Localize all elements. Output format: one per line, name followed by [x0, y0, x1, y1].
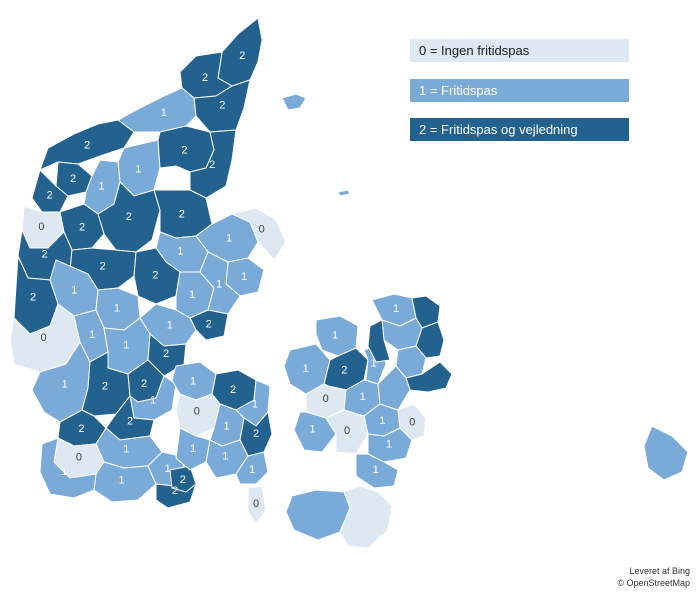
region-value-label: 2 [202, 72, 208, 84]
region-value-label: 2 [30, 292, 36, 304]
region-value-label: 0 [76, 452, 82, 464]
island-laesoe [281, 93, 307, 111]
region-value-label: 1 [216, 279, 222, 291]
region-value-label: 1 [167, 319, 173, 331]
region-value-label: 1 [379, 415, 385, 427]
region-value-label: 2 [100, 260, 106, 272]
region-value-label: 0 [41, 332, 47, 344]
region-stevns [397, 403, 427, 441]
region-value-label: 1 [89, 329, 95, 341]
region-value-label: 1 [303, 363, 309, 375]
region-value-label: 1 [118, 475, 124, 487]
region-value-label: 2 [102, 381, 108, 393]
region-value-label: 2 [206, 319, 212, 331]
region-value-label: 1 [177, 245, 183, 257]
region-value-label: 1 [123, 443, 129, 455]
region-value-label: 1 [161, 107, 167, 119]
region-value-label: 1 [135, 163, 141, 175]
region-copenhagen [405, 361, 453, 393]
region-value-label: 2 [239, 50, 245, 62]
region-value-label: 2 [219, 100, 225, 112]
region-value-label: 1 [249, 464, 255, 476]
region-frederikssund [367, 319, 391, 363]
region-value-label: 1 [310, 424, 316, 436]
region-value-label: 1 [332, 330, 338, 342]
region-jammerbugt [117, 87, 197, 133]
region-svendborg [235, 451, 269, 485]
region-value-label: 1 [386, 439, 392, 451]
region-value-label: 0 [259, 224, 265, 236]
region-greve [377, 365, 411, 411]
region-value-label: 2 [79, 222, 85, 234]
region-odder [199, 251, 241, 315]
region-value-label: 2 [230, 384, 236, 396]
legend-item-0: 0 = Ingen fritidspas [410, 39, 629, 62]
region-value-label: 1 [393, 303, 399, 315]
region-value-label: 2 [47, 190, 53, 202]
region-value-label: 1 [98, 181, 104, 193]
region-value-label: 1 [114, 303, 120, 315]
region-value-label: 2 [180, 474, 186, 486]
region-slagelse [293, 411, 337, 453]
region-value-label: 2 [172, 485, 178, 497]
region-value-label: 2 [141, 378, 147, 390]
region-value-label: 1 [71, 285, 77, 297]
region-value-label: 2 [127, 416, 133, 428]
legend-item-1: 1 = Fritidspas [410, 79, 629, 102]
region-value-label: 1 [371, 358, 377, 370]
region-value-label: 1 [189, 289, 195, 301]
region-value-label: 1 [241, 271, 247, 283]
island-anholt [337, 189, 351, 197]
region-value-label: 0 [323, 393, 329, 405]
region-toender [39, 437, 97, 499]
region-aabenraa [93, 461, 157, 503]
region-value-label: 2 [179, 209, 185, 221]
region-value-label: 1 [252, 399, 258, 411]
region-value-label: 2 [126, 211, 132, 223]
region-value-label: 1 [165, 463, 171, 475]
region-value-label: 1 [224, 421, 230, 433]
region-value-label: 1 [123, 339, 129, 351]
region-value-label: 2 [42, 249, 48, 261]
region-value-label: 1 [226, 233, 232, 245]
region-guldborgsund [339, 485, 393, 549]
region-value-label: 2 [70, 173, 76, 185]
region-value-label: 1 [190, 443, 196, 455]
region-value-label: 1 [150, 394, 156, 406]
region-langeland [247, 485, 267, 525]
region-value-label: 2 [341, 364, 347, 376]
attribution-osm: © OpenStreetMap [617, 578, 690, 588]
municipality-regions [9, 17, 689, 549]
region-value-label: 0 [344, 425, 350, 437]
region-value-label: 0 [409, 417, 415, 429]
region-value-label: 1 [190, 375, 196, 387]
attribution-provider: Leveret af Bing [629, 566, 690, 576]
region-value-label: 0 [253, 498, 259, 510]
region-value-label: 0 [194, 406, 200, 418]
region-value-label: 0 [38, 221, 44, 233]
region-value-label: 1 [222, 451, 228, 463]
small-islands [281, 93, 351, 197]
region-value-label: 2 [181, 144, 187, 156]
region-value-label: 2 [152, 270, 158, 282]
region-value-label: 1 [360, 391, 366, 403]
region-value-label: 2 [78, 423, 84, 435]
region-value-label: 2 [84, 140, 90, 152]
region-naestved [325, 409, 369, 455]
region-value-label: 2 [163, 348, 169, 360]
region-value-label: 2 [209, 159, 215, 171]
region-value-label: 2 [253, 428, 259, 440]
legend-item-2: 2 = Fritidspas og vejledning [410, 118, 629, 141]
region-value-label: 1 [62, 379, 68, 391]
region-bornholm [643, 425, 689, 481]
region-vordingborg [355, 453, 399, 489]
region-value-label: 1 [373, 464, 379, 476]
region-syddjurs [231, 207, 287, 261]
region-value-label: 1 [61, 466, 67, 478]
